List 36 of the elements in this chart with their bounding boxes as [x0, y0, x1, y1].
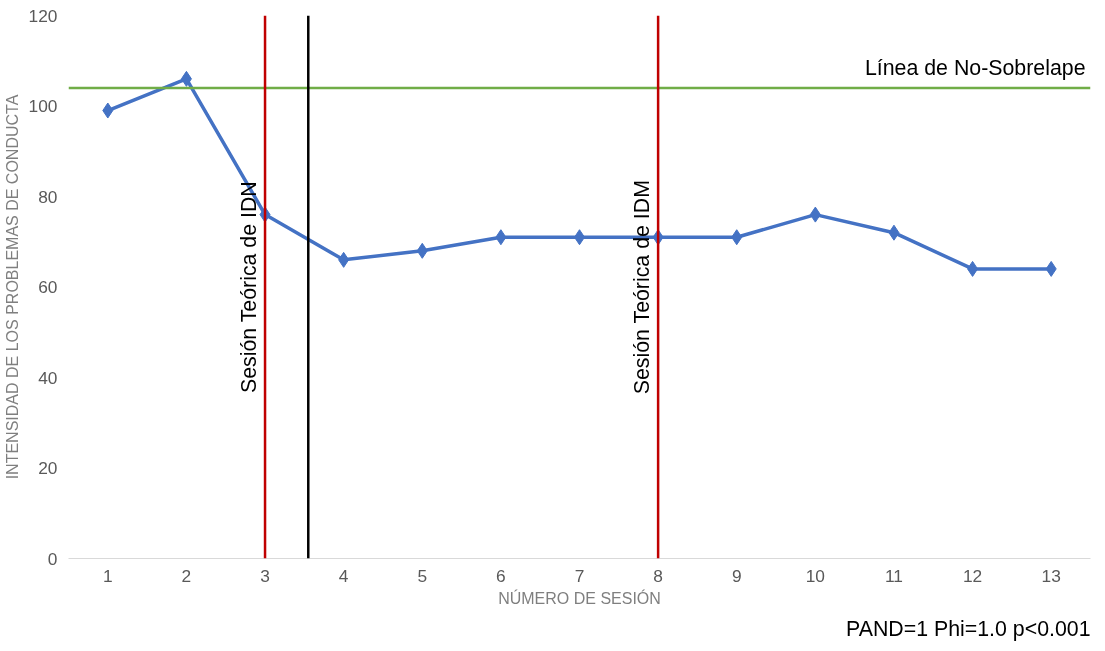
- point: [1045, 260, 1057, 277]
- point: [102, 102, 114, 119]
- x-tick-label: 8: [653, 565, 663, 586]
- ref-line-label: Sesión Teórica de IDM: [630, 180, 655, 395]
- x-tick-label: 1: [102, 565, 113, 586]
- y-tick-label: 80: [38, 186, 58, 207]
- point: [967, 260, 979, 277]
- y-tick-label: 100: [28, 96, 58, 116]
- y-tick-label: 20: [38, 458, 58, 478]
- x-tick-label: 7: [574, 565, 585, 586]
- point: [731, 229, 743, 246]
- x-tick-label: 11: [884, 565, 903, 586]
- x-tick-label: 12: [962, 565, 983, 586]
- x-tick-label: 13: [1041, 565, 1061, 586]
- x-tick-label: 6: [496, 565, 506, 586]
- point: [416, 242, 428, 259]
- x-tick-label: 10: [805, 565, 825, 586]
- point: [809, 206, 821, 223]
- y-tick-label: 40: [38, 367, 58, 388]
- point: [338, 251, 350, 268]
- x-tick-label: 4: [338, 565, 349, 586]
- point: [180, 70, 192, 87]
- ref-line-label: Sesión Teórica de IDN: [237, 181, 262, 394]
- x-tick-label: 9: [731, 565, 742, 586]
- point: [495, 229, 507, 246]
- x-tick-label: 5: [417, 565, 428, 586]
- y-tick-label: 0: [47, 548, 58, 569]
- y-axis-title: INTENSIDAD DE LOS PROBLEMAS DE CONDUCTA: [3, 94, 21, 480]
- text: PAND=1 Phi=1.0 p<0.001: [846, 616, 1091, 641]
- y-tick-label: 60: [38, 277, 58, 297]
- x-axis-title: NÚMERO DE SESIÓN: [498, 588, 661, 607]
- ref-line-label: Línea de No-Sobrelape: [864, 55, 1086, 80]
- x-tick-label: 3: [260, 565, 270, 586]
- point: [888, 224, 900, 241]
- x-tick-label: 2: [181, 565, 192, 586]
- y-tick-label: 120: [28, 5, 58, 26]
